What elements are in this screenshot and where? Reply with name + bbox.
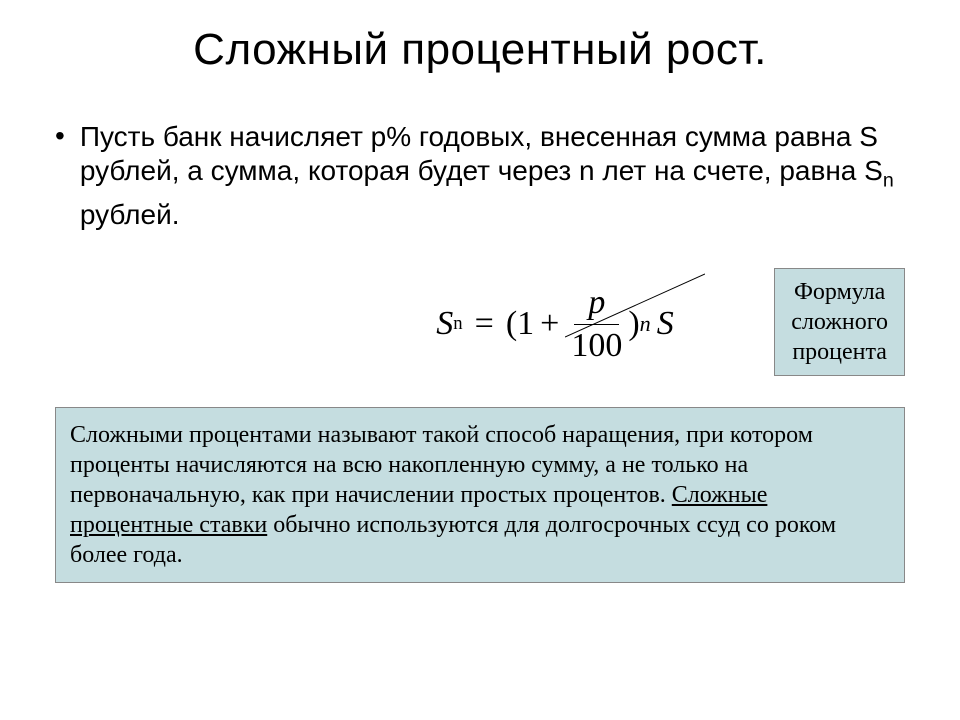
plus: + [540,305,559,343]
callout-line2: сложного [791,307,888,337]
lhs-sub: n [453,313,462,335]
equals: = [475,305,494,343]
callout-line3: процента [791,337,888,367]
one: 1 [517,305,534,343]
open-paren: ( [506,305,517,343]
formula-row: Sn = (1 + p 100 )n S Формула сложного пр… [55,262,905,387]
callout-line1: Формула [791,277,888,307]
bullet-marker: • [55,120,65,152]
definition-box: Сложными процентами называют такой спосо… [55,407,905,583]
formula-callout-box: Формула сложного процента [774,268,905,376]
callout-connector-line [565,272,705,342]
slide-title: Сложный процентный рост. [55,25,905,75]
lhs-var: S [436,305,453,343]
bullet-text: Пусть банк начисляет р% годовых, внесенн… [80,120,905,232]
bullet-paragraph: • Пусть банк начисляет р% годовых, внесе… [55,120,905,232]
